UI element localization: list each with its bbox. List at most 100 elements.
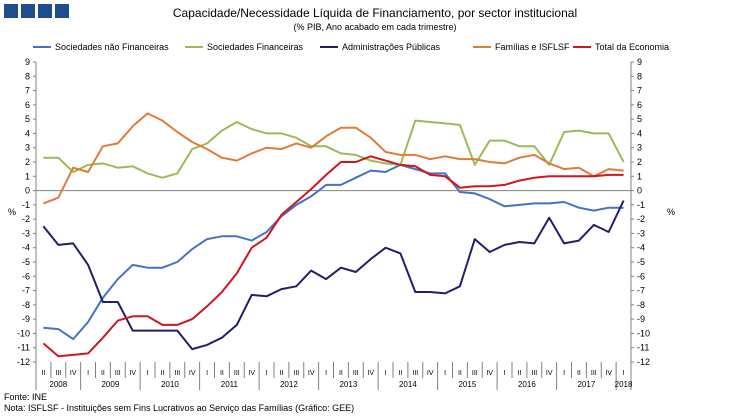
y-tick-label-left: 3 [25,143,30,153]
quarter-label: III [531,370,537,377]
y-tick-label-right: -11 [637,343,649,353]
y-tick-label-left: -5 [22,257,30,267]
quarter-label: III [472,370,478,377]
quarter-label: II [517,370,521,377]
y-axis-label-right: % [667,207,675,217]
quarter-label: III [591,370,597,377]
year-label: 2016 [518,380,536,389]
y-tick-label-left: -1 [22,200,30,210]
y-tick-label-left: 8 [25,71,30,81]
quarter-label: II [577,370,581,377]
y-tick-label-right: -7 [637,286,645,296]
year-label: 2015 [458,380,476,389]
quarter-label: IV [248,370,255,377]
footnote: Nota: ISFLSF - Instituições sem Fins Luc… [4,403,355,413]
y-tick-label-right: 2 [637,157,642,167]
y-tick-label-right: -8 [637,300,645,310]
y-tick-label-left: -6 [22,271,30,281]
source-note: Fonte: INE [4,392,48,402]
quarter-label: II [279,370,283,377]
series-line-3 [42,200,625,351]
legend-label: Sociedades Financeiras [207,42,304,52]
quarter-label: I [444,370,446,377]
y-tick-label-right: -4 [637,243,645,253]
y-axis-label-left: % [8,207,16,217]
y-tick-label-left: 0 [25,186,30,196]
y-tick-label-right: 1 [637,171,642,181]
year-label: 2014 [399,380,417,389]
quarter-label: I [385,370,387,377]
quarter-label: III [412,370,418,377]
quarter-label: II [339,370,343,377]
legend-label: Total da Economia [595,42,669,52]
quarter-label: I [147,370,149,377]
y-tick-label-right: -2 [637,214,645,224]
y-tick-label-left: -11 [18,343,30,353]
quarter-label: IV [129,370,136,377]
y-tick-label-right: 3 [637,143,642,153]
y-tick-label-left: -8 [22,300,30,310]
y-tick-label-left: 6 [25,100,30,110]
year-label: 2012 [280,380,298,389]
quarter-label: II [41,370,45,377]
y-tick-label-right: -3 [637,228,645,238]
quarter-label: IV [367,370,374,377]
y-tick-label-left: -12 [17,357,30,367]
series-line-1 [43,163,624,341]
series-line-2 [43,119,625,179]
y-tick-label-right: -6 [637,271,645,281]
y-tick-label-left: 5 [25,114,30,124]
series-line-5 [42,155,624,358]
y-tick-label-left: 2 [25,157,30,167]
y-tick-label-right: 8 [637,71,642,81]
y-tick-label-right: 0 [637,186,642,196]
quarter-label: I [206,370,208,377]
quarter-label: IV [70,370,77,377]
y-tick-label-left: -10 [17,328,30,338]
chart-title: Capacidade/Necessidade Líquida de Financ… [172,6,578,20]
gee-logo [4,4,69,18]
quarter-label: III [293,370,299,377]
legend-label: Sociedades não Financeiras [55,42,169,52]
quarter-label: III [353,370,359,377]
year-label: 2013 [339,380,357,389]
y-tick-label-right: -10 [637,328,650,338]
quarter-label: I [87,370,89,377]
y-tick-label-left: 9 [25,57,30,67]
y-tick-label-right: 9 [637,57,642,67]
y-tick-label-right: -9 [637,314,645,324]
y-tick-label-left: -4 [22,243,30,253]
quarter-label: I [325,370,327,377]
y-tick-label-right: -12 [637,357,650,367]
quarter-label: IV [308,370,315,377]
quarter-label: II [220,370,224,377]
quarter-label: III [55,370,61,377]
quarter-label: IV [427,370,434,377]
year-label: 2009 [101,380,119,389]
y-tick-label-left: 1 [25,171,30,181]
y-tick-label-left: -2 [22,214,30,224]
y-tick-label-left: 4 [25,128,30,138]
y-tick-label-left: 7 [25,86,30,96]
quarter-label: III [115,370,121,377]
year-label: 2010 [161,380,179,389]
year-label: 2008 [49,380,67,389]
y-tick-label-left: -3 [22,228,30,238]
y-tick-label-right: -1 [637,200,645,210]
y-tick-label-left: -7 [22,286,30,296]
quarter-label: IV [189,370,196,377]
year-label: 2011 [221,380,239,389]
year-label: 2017 [577,380,595,389]
y-tick-label-right: -5 [637,257,645,267]
quarter-label: II [160,370,164,377]
series-line-4 [43,112,624,205]
y-tick-label-right: 4 [637,128,642,138]
legend-label: Famílias e ISFLSF [495,42,570,52]
y-tick-label-right: 6 [637,100,642,110]
y-tick-label-left: -9 [22,314,30,324]
year-label: 2018 [615,380,633,389]
quarter-label: IV [546,370,553,377]
legend-label: Administrações Públicas [342,42,441,52]
quarter-label: II [398,370,402,377]
